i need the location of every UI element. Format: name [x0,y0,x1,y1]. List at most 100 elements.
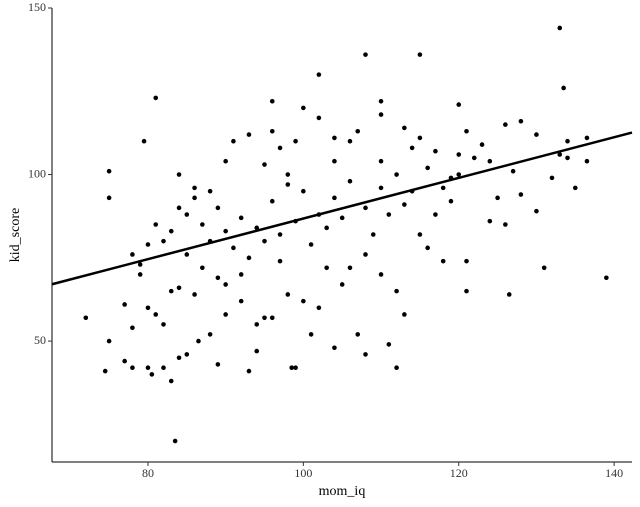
fit-line [51,131,633,286]
point [231,138,236,144]
point [269,128,275,134]
point [378,98,384,104]
y-tick-label: 50 [34,333,46,347]
point [176,205,182,211]
point [541,265,547,271]
point [161,365,166,371]
point [289,365,294,371]
point [184,212,190,217]
point [141,138,147,144]
point [506,292,512,297]
point [293,365,298,371]
point [285,182,291,187]
point [246,132,252,137]
point [200,222,205,227]
point [456,152,462,157]
point [137,272,143,277]
point [106,338,112,344]
point [417,232,423,237]
point [510,168,516,174]
point [254,322,260,327]
point [176,355,182,361]
point [122,302,127,307]
point [604,275,609,281]
point [223,158,228,164]
point [207,332,213,337]
point [464,128,469,134]
point [130,252,135,257]
point [223,282,228,287]
point [386,342,392,347]
point [254,348,260,354]
point [130,325,135,331]
y-tick-label: 100 [28,166,46,180]
point [565,155,570,161]
point [316,72,322,77]
point [200,265,205,271]
point [355,332,361,337]
point [196,338,201,344]
point [246,368,252,374]
point [130,365,135,371]
point [106,195,112,201]
point [386,212,392,217]
point [308,332,314,337]
point [192,195,197,201]
point [417,52,423,57]
point [332,345,337,351]
point [215,205,221,211]
point [534,132,539,137]
point [394,288,399,294]
point [246,255,252,261]
point [534,208,539,214]
point [433,212,438,217]
point [269,98,275,104]
point [402,312,407,317]
point [238,272,244,277]
point [363,205,368,211]
point [137,262,143,267]
point [269,198,275,204]
point [285,172,291,177]
point [83,315,89,321]
point [168,378,174,384]
point [153,312,159,317]
point [176,285,182,291]
point [122,358,127,364]
point [238,215,244,221]
point [285,292,291,297]
point [487,158,493,164]
point [518,192,524,197]
point [332,135,337,141]
x-tick-label: 80 [142,466,154,480]
point [402,125,407,131]
point [347,265,353,271]
point [425,245,430,251]
point [339,215,345,221]
point [394,365,399,371]
point [254,225,260,231]
point [378,158,384,164]
point [145,365,151,371]
point [223,312,228,317]
x-axis-title: mom_iq [319,484,366,499]
point [176,172,182,177]
point [153,222,159,227]
point [332,195,337,201]
point [518,118,524,124]
point [184,352,190,357]
point [316,115,322,121]
point [355,128,361,134]
point [584,135,590,141]
point [378,272,384,277]
point [572,185,578,191]
y-axis-title: kid_score [8,208,23,262]
point [262,162,267,167]
point [440,185,446,191]
point [149,372,155,377]
point [339,282,345,287]
point [238,298,244,304]
point [168,288,174,294]
point [495,195,500,201]
point [409,145,415,151]
